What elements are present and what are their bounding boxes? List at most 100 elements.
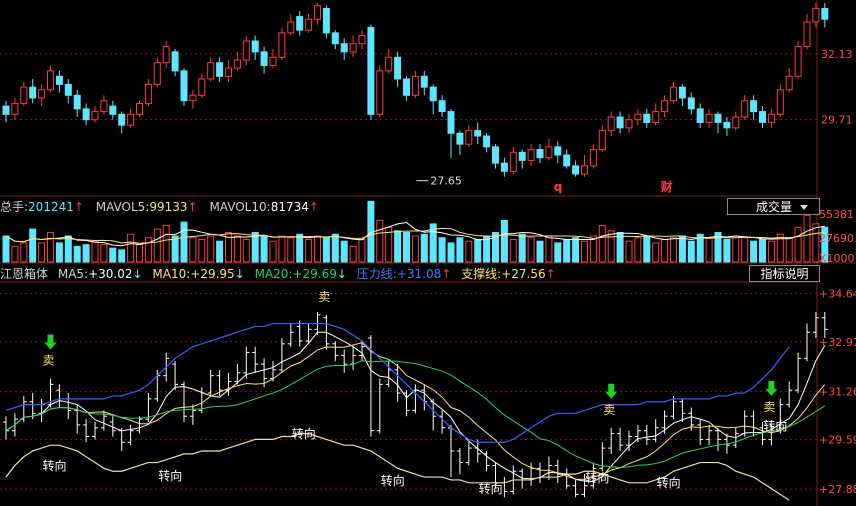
candle-body (20, 86, 28, 104)
mavol-line (5, 221, 825, 247)
up-arrow-icon: ↑ (187, 200, 198, 214)
indicator-tick-label: +34.64 (819, 287, 856, 300)
indicator-info-bar: 江恩箱体 MA5:+30.02↓ MA10:+29.95↓ MA20:+29.6… (0, 265, 556, 283)
candle-body (652, 111, 660, 123)
volume-bar (296, 233, 304, 263)
volume-bar (180, 221, 188, 263)
down-arrow-icon: ↓ (234, 267, 245, 281)
volume-bar (492, 232, 499, 263)
volume-bar (465, 240, 473, 263)
up-arrow-icon: ↑ (441, 267, 452, 281)
volume-bar (821, 226, 829, 263)
candle-body (661, 100, 669, 113)
volume-bar (20, 242, 28, 263)
down-arrow-icon (44, 334, 57, 350)
volume-bar (305, 238, 313, 263)
mavol5-label: MAVOL5: (95, 200, 150, 214)
candle-body (723, 121, 731, 129)
volume-bar (536, 240, 544, 263)
up-arrow-icon: ↑ (545, 267, 556, 281)
volume-bar (643, 235, 651, 263)
candle-body (180, 70, 188, 102)
ma5-label: MA5: (57, 267, 89, 281)
volume-bar (403, 232, 410, 263)
signal-label: 转向 (657, 475, 681, 490)
candle-body (456, 132, 464, 145)
indicator-tick-label: +31.26 (819, 385, 856, 398)
signal-label: 转向 (381, 473, 405, 488)
candle-body (331, 32, 339, 45)
candle-body (314, 5, 321, 20)
candle-body (118, 113, 126, 126)
volume-bar (474, 238, 482, 263)
volume-bar (64, 235, 72, 263)
down-arrow-icon: ↓ (132, 267, 143, 281)
candle-body (287, 21, 295, 34)
volume-bar (411, 235, 419, 263)
indicator-help-button[interactable]: 指标说明 (749, 265, 820, 282)
volume-tick-label: 55381 (819, 208, 854, 221)
candle-body (358, 35, 366, 45)
volume-bar (634, 237, 642, 263)
candle-body (420, 75, 428, 88)
volume-bar (100, 244, 108, 263)
candle-body (759, 111, 766, 123)
volume-bar (776, 233, 784, 263)
volume-bar (171, 235, 179, 263)
support-value: +27.56 (501, 267, 546, 281)
ma20-label: MA20: (254, 267, 293, 281)
volume-bar (47, 232, 54, 263)
volume-bar (589, 235, 597, 263)
volume-bar (687, 240, 695, 263)
volume-bar (29, 228, 37, 263)
indicator-tick-label: +27.88 (819, 483, 856, 496)
candle-body (625, 119, 633, 129)
volume-bar (750, 240, 758, 263)
candle-body (207, 62, 215, 80)
candle-body (82, 108, 90, 121)
volume-bar (118, 249, 126, 263)
volume-selector-button[interactable]: 成交量 (727, 198, 820, 215)
candle-body (750, 100, 758, 113)
candle-body (794, 45, 802, 77)
indicator-tick-label: +32.97 (819, 336, 856, 349)
candle-body (198, 78, 206, 96)
signal-label: 卖 (318, 290, 330, 304)
candle-body (509, 151, 517, 172)
volume-bar (785, 237, 793, 263)
volume-bar (144, 237, 152, 263)
candle-body (767, 113, 775, 123)
candle-body (367, 26, 375, 115)
volume-bar (38, 242, 46, 263)
candle-body (447, 111, 455, 134)
candle-body (136, 102, 143, 115)
volume-bar (598, 225, 606, 263)
volume-bar (652, 242, 660, 263)
volume-bar (696, 233, 704, 263)
volume-bar (759, 238, 766, 263)
up-arrow-icon: ↑ (308, 200, 319, 214)
event-marker: q (554, 180, 563, 194)
price-tick-label: 29.71 (821, 113, 853, 126)
candle-body (100, 100, 108, 113)
volume-bar (358, 238, 366, 263)
candle-body (714, 113, 722, 123)
candle-body (554, 146, 562, 156)
candle-body (29, 86, 37, 99)
candle-body (278, 32, 286, 58)
candle-body (153, 62, 161, 85)
volume-selector-label: 成交量 (756, 200, 793, 214)
volume-bar (242, 238, 250, 263)
volume-bar (287, 237, 295, 263)
candle-body (225, 67, 232, 77)
volume-bar (509, 238, 517, 263)
candle-body (11, 102, 19, 115)
signal-label: 卖 (43, 354, 55, 368)
volume-bar (500, 219, 508, 263)
volume-bar (554, 242, 562, 263)
volume-bar (438, 237, 446, 263)
volume-bar (233, 235, 241, 263)
candle-body (47, 70, 54, 91)
candle-body (670, 86, 677, 102)
indicator-tick-label: +29.59 (819, 434, 856, 447)
